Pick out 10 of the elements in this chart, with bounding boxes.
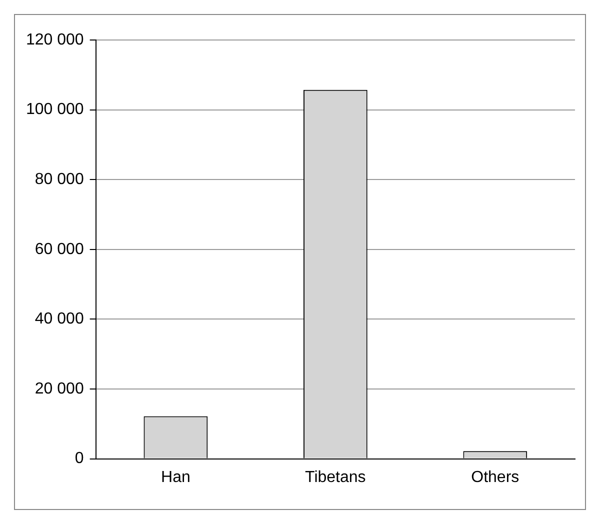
y-tick-label: 80 000 [34, 171, 84, 188]
y-tick-label: 0 [74, 450, 84, 468]
x-tick-label: Others [471, 468, 520, 486]
x-tick-label: Han [161, 468, 190, 486]
x-tick-label: Tibetans [305, 468, 366, 486]
y-tick-label: 40 000 [34, 310, 84, 328]
y-tick-label: 120 000 [26, 31, 84, 48]
y-tick-label: 60 000 [34, 240, 84, 258]
y-tick-label: 20 000 [34, 380, 84, 398]
y-tick-label: 100 000 [26, 101, 84, 118]
